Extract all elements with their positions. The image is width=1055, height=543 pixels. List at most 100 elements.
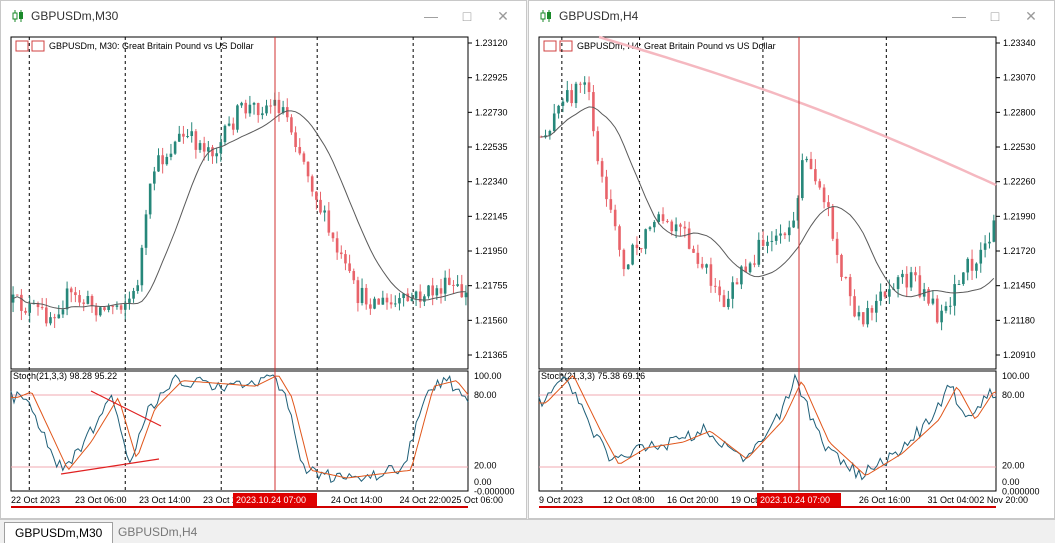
candle-body [809, 158, 813, 170]
price-chart-m30[interactable]: GBPUSDm, M30: Great Britain Pound vs US … [1, 31, 526, 520]
crosshair-time-label: 2023.10.24 07:00 [236, 495, 306, 505]
stoch-label: Stoch(21,3,3) 98.28 95.22 [13, 371, 117, 381]
candle-body [123, 302, 127, 310]
candle-body [15, 294, 19, 296]
candle-body [94, 306, 98, 316]
price-tick-label: 1.22145 [475, 211, 508, 221]
candle-body [944, 306, 948, 311]
stoch-tick-label: 0.00 [1002, 477, 1020, 487]
candle-body [779, 233, 782, 236]
candle-body [605, 176, 608, 200]
tab-gbpusdm-h4[interactable]: GBPUSDm,H4 [118, 525, 198, 539]
candle-body [888, 289, 891, 297]
price-chart-h4[interactable]: GBPUSDm, H4: Great Britain Pound vs US D… [529, 31, 1054, 520]
close-icon[interactable]: ✕ [497, 8, 509, 24]
price-tick-label: 1.21950 [475, 246, 508, 256]
candle-body [918, 275, 922, 297]
candlestick-icon [540, 10, 551, 22]
candle-body [385, 297, 389, 303]
candle-body [28, 304, 31, 313]
candle-body [831, 207, 835, 239]
candle-body [456, 284, 459, 286]
candle-body [709, 264, 713, 286]
candle-body [90, 296, 94, 307]
stoch-label: Stoch(21,3,3) 75.38 69.16 [541, 371, 645, 381]
candle-body [69, 288, 73, 293]
candle-body [161, 155, 164, 165]
candle-body [169, 153, 173, 157]
candle-body [835, 238, 839, 255]
candle-body [853, 296, 856, 317]
time-tick-label: 2 Nov 20:00 [979, 495, 1028, 505]
candle-body [927, 289, 930, 304]
candle-body [574, 83, 578, 104]
candle-body [427, 285, 430, 297]
candle-body [20, 294, 23, 311]
stoch-tick-label: 80.00 [1002, 390, 1025, 400]
candle-body [36, 303, 40, 308]
candle-body [679, 224, 682, 227]
candle-body [975, 263, 978, 271]
time-tick-label: 24 Oct 14:00 [331, 495, 383, 505]
candle-body [248, 104, 252, 114]
stoch-tick-label: 0.00 [474, 477, 492, 487]
price-tick-label: 1.21755 [475, 281, 508, 291]
stoch-pane-frame [10, 370, 469, 492]
candle-body [136, 285, 140, 291]
candle-body [373, 298, 376, 309]
candle-body [202, 143, 206, 152]
maximize-icon[interactable]: □ [462, 8, 472, 24]
candle-body [761, 239, 765, 246]
candle-body [381, 297, 385, 305]
candle-body [670, 221, 674, 232]
candle-body [190, 131, 194, 136]
candle-body [557, 105, 560, 114]
candle-body [65, 288, 69, 310]
candle-body [198, 143, 202, 150]
chart-window-h4[interactable]: GBPUSDm,H4 — □ ✕ GBPUSDm, H4: Great Brit… [528, 0, 1055, 519]
candle-body [435, 288, 439, 296]
chart-window-m30[interactable]: GBPUSDm,M30 — □ ✕ GBPUSDm, M30: Great Br… [0, 0, 527, 519]
candle-body [298, 146, 302, 154]
candle-body [909, 272, 913, 288]
candle-body [285, 107, 289, 118]
time-tick-label: 26 Oct 16:00 [859, 495, 911, 505]
tab-gbpusdm-m30[interactable]: GBPUSDm,M30 [4, 522, 114, 543]
maximize-icon[interactable]: □ [990, 8, 1000, 24]
candle-body [335, 238, 339, 253]
window-titlebar[interactable]: GBPUSDm,M30 — □ ✕ [1, 1, 526, 31]
candle-body [696, 252, 700, 264]
candle-body [128, 298, 131, 303]
time-tick-label: 31 Oct 04:00 [927, 495, 979, 505]
candle-body [770, 240, 774, 242]
candle-body [648, 227, 652, 230]
candle-body [377, 298, 380, 305]
moving-average-line [12, 110, 466, 310]
candle-body [705, 264, 708, 268]
candle-body [61, 309, 65, 315]
price-tick-label: 1.21450 [1003, 281, 1036, 291]
minimize-icon[interactable]: — [952, 8, 966, 24]
candle-body [822, 187, 826, 203]
time-tick-label: 19 Oct 12:00 [731, 495, 783, 505]
candle-body [306, 161, 310, 177]
price-tick-label: 1.22925 [475, 73, 508, 83]
candle-body [653, 221, 656, 228]
crosshair-time-label: 2023.10.24 07:00 [760, 495, 830, 505]
candle-body [99, 307, 102, 316]
close-icon[interactable]: ✕ [1025, 8, 1037, 24]
candle-body [40, 307, 44, 309]
price-tick-label: 1.21720 [1003, 246, 1036, 256]
candle-body [774, 235, 778, 241]
candle-body [953, 284, 956, 306]
candle-body [962, 272, 965, 285]
candlestick-icon [12, 10, 23, 22]
candle-body [735, 282, 739, 285]
chart-tab-bar: GBPUSDm,M30 GBPUSDm,H4 [0, 519, 1055, 543]
candle-body [579, 83, 582, 85]
minimize-icon[interactable]: — [424, 8, 438, 24]
candle-body [552, 113, 556, 131]
time-tick-label: 23 Oct 22:00 [203, 495, 255, 505]
time-tick-label: 9 Oct 2023 [539, 495, 583, 505]
window-titlebar[interactable]: GBPUSDm,H4 — □ ✕ [529, 1, 1054, 31]
